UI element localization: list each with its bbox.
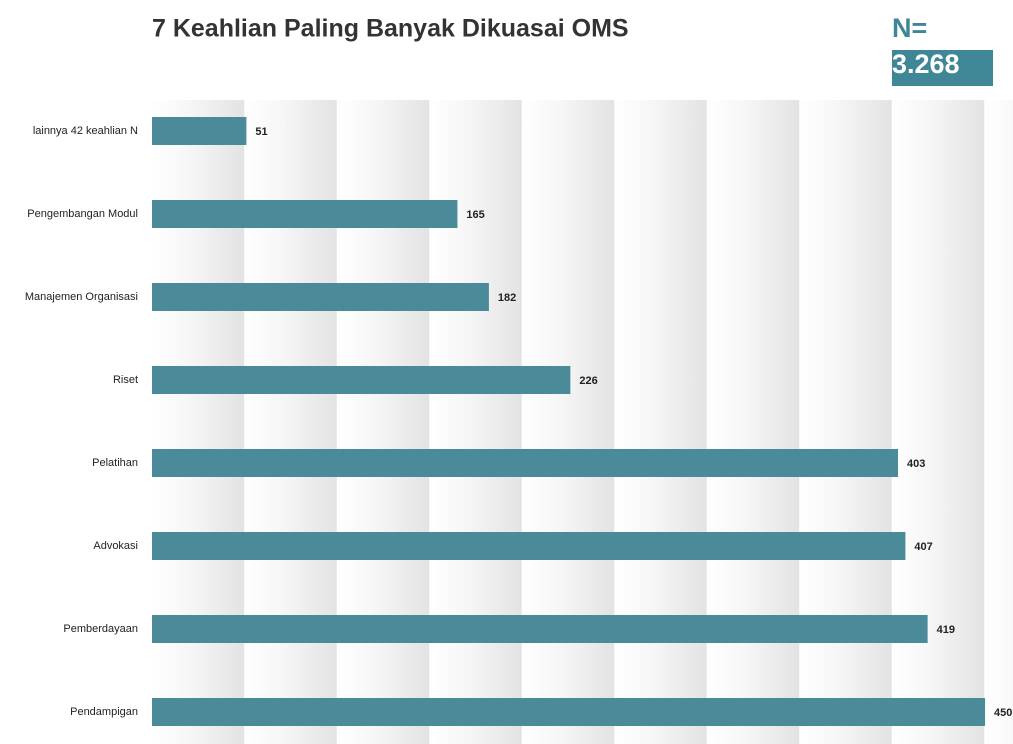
value-label: 165 xyxy=(466,209,484,221)
value-label: 51 xyxy=(255,126,267,138)
bar xyxy=(152,117,247,145)
n-box xyxy=(892,50,993,86)
category-label: lainnya 42 keahlian N xyxy=(33,125,138,137)
n-label: N= xyxy=(892,13,927,43)
category-label: Manajemen Organisasi xyxy=(25,291,138,303)
category-label: Pemberdayaan xyxy=(63,623,138,635)
value-label: 226 xyxy=(579,375,597,387)
value-label: 403 xyxy=(907,458,925,470)
value-label: 419 xyxy=(937,624,955,636)
chart-title: 7 Keahlian Paling Banyak Dikuasai OMS xyxy=(152,15,629,43)
category-label: Riset xyxy=(113,374,138,386)
bar xyxy=(152,698,985,726)
category-label: Pengembangan Modul xyxy=(27,208,138,220)
bar xyxy=(152,366,571,394)
bar xyxy=(152,615,928,643)
bar xyxy=(152,200,458,228)
bar xyxy=(152,532,906,560)
bar xyxy=(152,449,898,477)
n-value: 3.268 xyxy=(892,49,960,79)
value-label: 450 xyxy=(994,707,1012,719)
category-label: Pendampigan xyxy=(70,706,138,718)
bar xyxy=(152,283,489,311)
category-label: Advokasi xyxy=(93,540,138,552)
value-label: 407 xyxy=(914,541,932,553)
value-label: 182 xyxy=(498,292,516,304)
category-label: Pelatihan xyxy=(92,457,138,469)
